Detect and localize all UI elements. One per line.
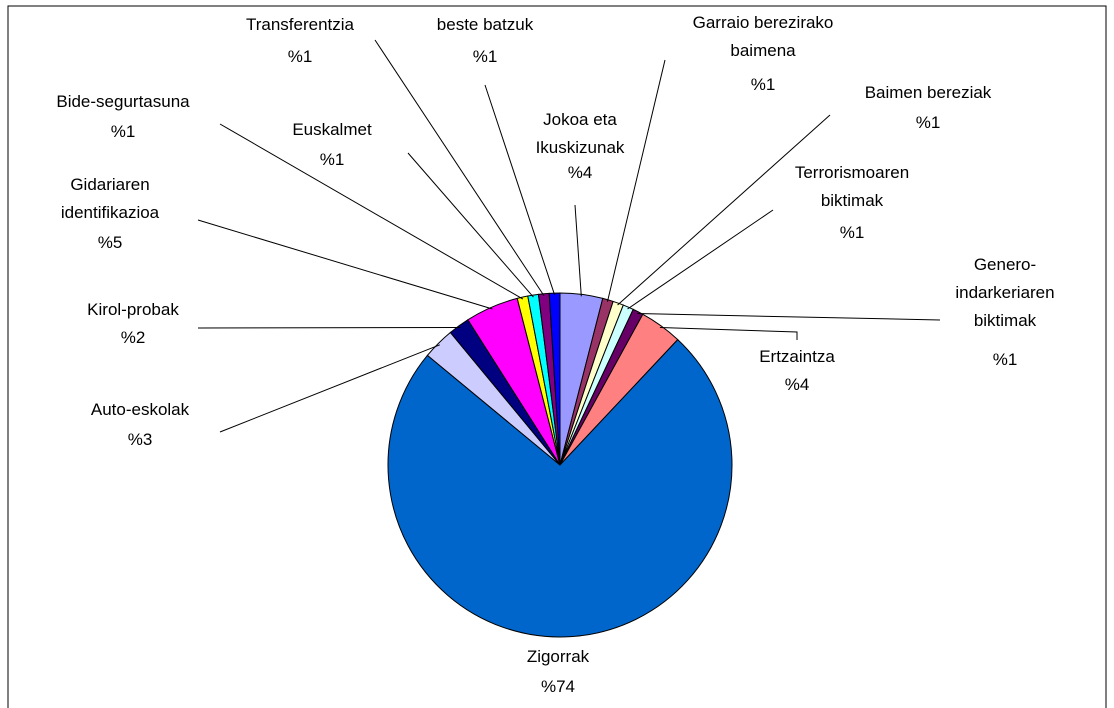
leader-line <box>637 313 941 321</box>
pie-slice <box>387 338 733 638</box>
slice-label: Baimen bereziak <box>865 83 992 102</box>
slice-value-label: %1 <box>993 350 1018 369</box>
slice-label: Genero-indarkeriaren biktimak <box>955 255 1054 330</box>
slice-label: Euskalmet <box>292 120 372 139</box>
slice-label: beste batzuk <box>437 15 534 34</box>
leader-line <box>606 59 666 302</box>
slice-value-label: %2 <box>121 328 146 347</box>
slice-label: Jokoa eta Ikuskizunak <box>536 110 625 157</box>
slice-label: Zigorrak <box>527 647 590 666</box>
leader-line <box>197 326 461 329</box>
slice-label: Terrorismoaren biktimak <box>795 163 909 210</box>
pie-slice <box>548 292 561 466</box>
slice-label: Garraio berezirako baimena <box>693 13 834 60</box>
slice-value-label: %5 <box>98 233 123 252</box>
slice-value-label: %1 <box>473 47 498 66</box>
leader-line <box>659 326 798 340</box>
leader-line <box>627 209 774 310</box>
slice-value-label: %1 <box>288 47 313 66</box>
leader-line <box>617 114 831 306</box>
leader-line <box>484 84 556 296</box>
leader-line <box>219 344 440 433</box>
slice-value-label: %74 <box>541 677 575 696</box>
leader-line <box>407 152 534 298</box>
slice-value-label: %1 <box>840 223 865 242</box>
slice-value-label: %4 <box>785 375 810 394</box>
slice-value-label: %3 <box>128 430 153 449</box>
slice-label: Transferentzia <box>246 15 355 34</box>
slice-value-label: %1 <box>320 150 345 169</box>
slice-label: Ertzaintza <box>759 347 835 366</box>
leader-line <box>197 219 493 310</box>
slice-value-label: %1 <box>916 113 941 132</box>
slice-label: Auto-eskolak <box>91 400 190 419</box>
slice-label: Kirol-probak <box>87 300 179 319</box>
leader-line <box>219 123 524 300</box>
slice-label: Gidariaren identifikazioa <box>61 175 160 222</box>
slice-value-label: %1 <box>751 75 776 94</box>
slice-label: Bide-segurtasuna <box>56 92 190 111</box>
leader-line <box>574 204 582 297</box>
leader-line <box>374 39 545 297</box>
slice-value-label: %4 <box>568 163 593 182</box>
slice-value-label: %1 <box>111 122 136 141</box>
